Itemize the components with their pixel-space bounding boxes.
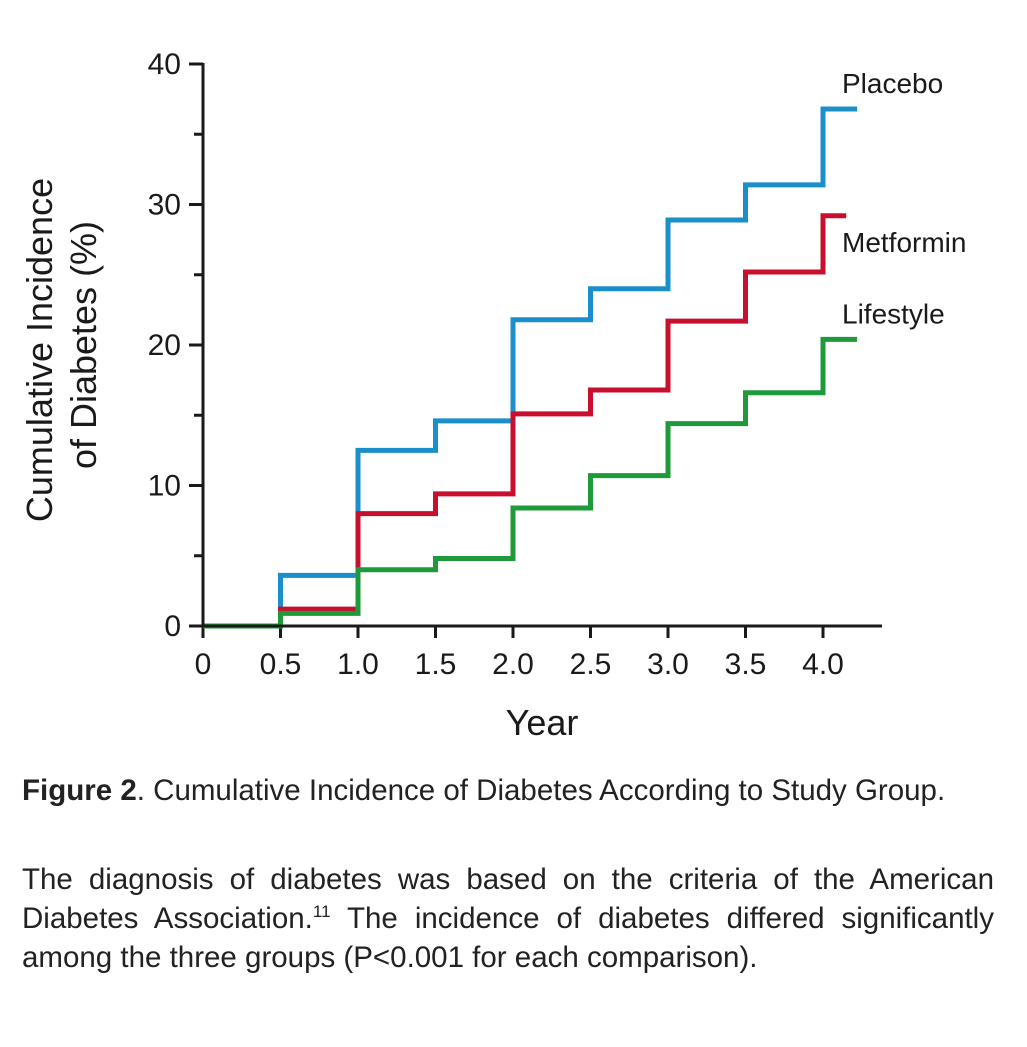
y-tick-label: 30	[148, 189, 181, 222]
x-tick-label: 3.0	[647, 648, 689, 681]
x-tick-label: 2.5	[570, 648, 612, 681]
caption-body-text-continued: The incidence of diabetes dif­fered sign…	[22, 902, 994, 974]
figure-caption-body: The diagnosis of diabetes was based on t…	[22, 860, 994, 977]
x-tick-label: 1.0	[337, 648, 379, 681]
figure-title-text: . Cumulative Incidence of Diabetes Accor…	[136, 774, 946, 807]
series-lines	[203, 106, 858, 629]
y-axis-title-line-2: of Diabetes (%)	[63, 221, 104, 469]
x-tick-label: 4.0	[802, 648, 844, 681]
figure-label: Figure 2	[22, 774, 137, 807]
x-tick-label: 3.5	[725, 648, 767, 681]
series-label-placebo: Placebo	[842, 68, 943, 99]
x-tick-label: 0.5	[260, 648, 302, 681]
series-labels: Placebo Metformin Lifestyle	[842, 68, 966, 329]
caption-reference: 11	[312, 902, 331, 922]
x-tick-label: 2.0	[492, 648, 534, 681]
y-axis-title-line-1: Cumulative Incidence	[19, 178, 60, 522]
y-tick-label: 40	[148, 48, 181, 81]
series-line-lifestyle	[203, 336, 858, 629]
y-axis-ticks: 0 10 20 30 40	[148, 48, 203, 643]
y-tick-label: 20	[148, 329, 181, 362]
x-axis-title: Year	[506, 702, 579, 743]
x-axis-ticks: 0 0.5 1.0 1.5 2.0 2.5 3.0 3.5 4.0	[195, 626, 844, 681]
y-tick-label: 10	[148, 470, 181, 503]
x-tick-label: 0	[195, 648, 212, 681]
x-tick-label: 1.5	[415, 648, 457, 681]
diabetes-incidence-chart: 0 0.5 1.0 1.5 2.0 2.5 3.0 3.5 4.0 0 10 20 30 40 Plac…	[19, 48, 966, 743]
y-axis-title: Cumulative Incidence of Diabetes (%)	[19, 168, 104, 522]
figure-caption-title: Figure 2. Cumulative Incidence of Diabet…	[22, 771, 994, 810]
y-tick-label: 0	[164, 610, 181, 643]
caption-body-text: The diagnosis of diabetes was based on t…	[22, 863, 994, 935]
series-label-metformin: Metformin	[842, 227, 966, 258]
series-label-lifestyle: Lifestyle	[842, 298, 945, 329]
series-line-placebo	[203, 106, 858, 629]
series-line-metformin	[203, 213, 847, 629]
